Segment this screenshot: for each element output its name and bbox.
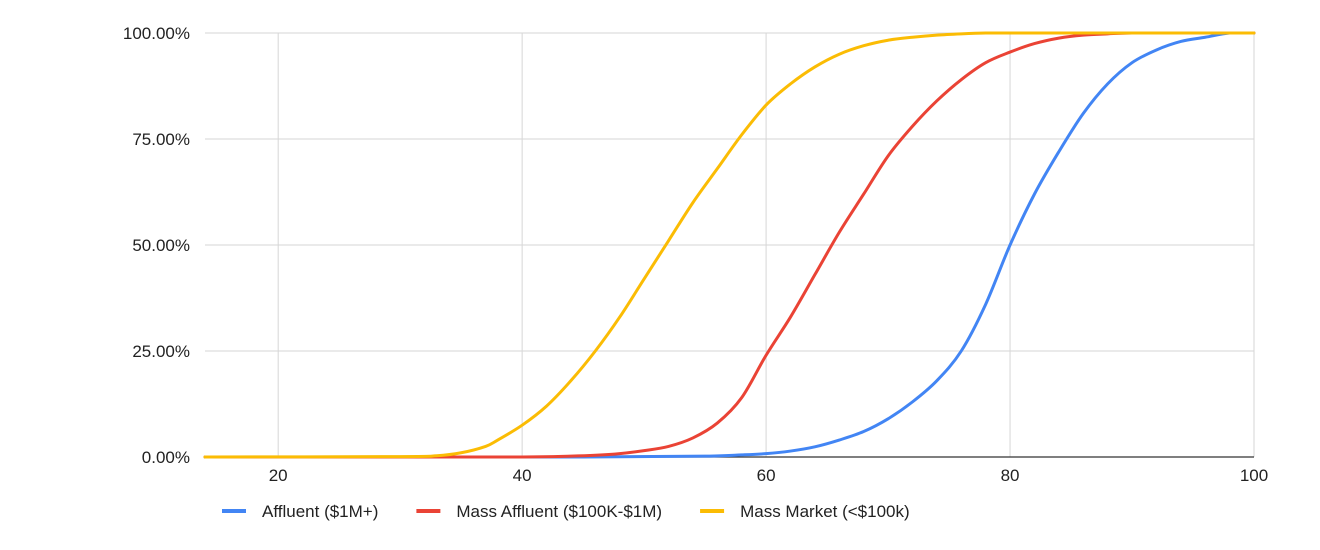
x-tick-label: 100 xyxy=(1240,466,1268,485)
series-line-mass-market-100k xyxy=(203,31,1256,459)
x-tick-label: 40 xyxy=(513,466,532,485)
legend-label: Mass Market (<$100k) xyxy=(740,502,910,521)
x-tick-label: 60 xyxy=(757,466,776,485)
y-tick-label: 50.00% xyxy=(132,236,190,255)
y-tick-label: 25.00% xyxy=(132,342,190,361)
x-tick-label: 20 xyxy=(269,466,288,485)
legend-label: Affluent ($1M+) xyxy=(262,502,378,521)
series-lines xyxy=(203,31,1256,459)
y-tick-label: 100.00% xyxy=(123,24,190,43)
x-tick-label: 80 xyxy=(1001,466,1020,485)
gridlines xyxy=(205,32,1255,457)
y-tick-label: 0.00% xyxy=(142,448,190,467)
series-line-affluent-1m xyxy=(203,31,1256,459)
legend-label: Mass Affluent ($100K-$1M) xyxy=(456,502,662,521)
legend: Affluent ($1M+) Mass Affluent ($100K-$1M)… xyxy=(222,502,910,521)
series-line-mass-affluent-100k-1m xyxy=(203,31,1256,459)
y-tick-label: 75.00% xyxy=(132,130,190,149)
tick-labels: 0.00% 25.00% 50.00% 75.00% 100.00% 20 40 60 80 10… xyxy=(123,24,1268,485)
